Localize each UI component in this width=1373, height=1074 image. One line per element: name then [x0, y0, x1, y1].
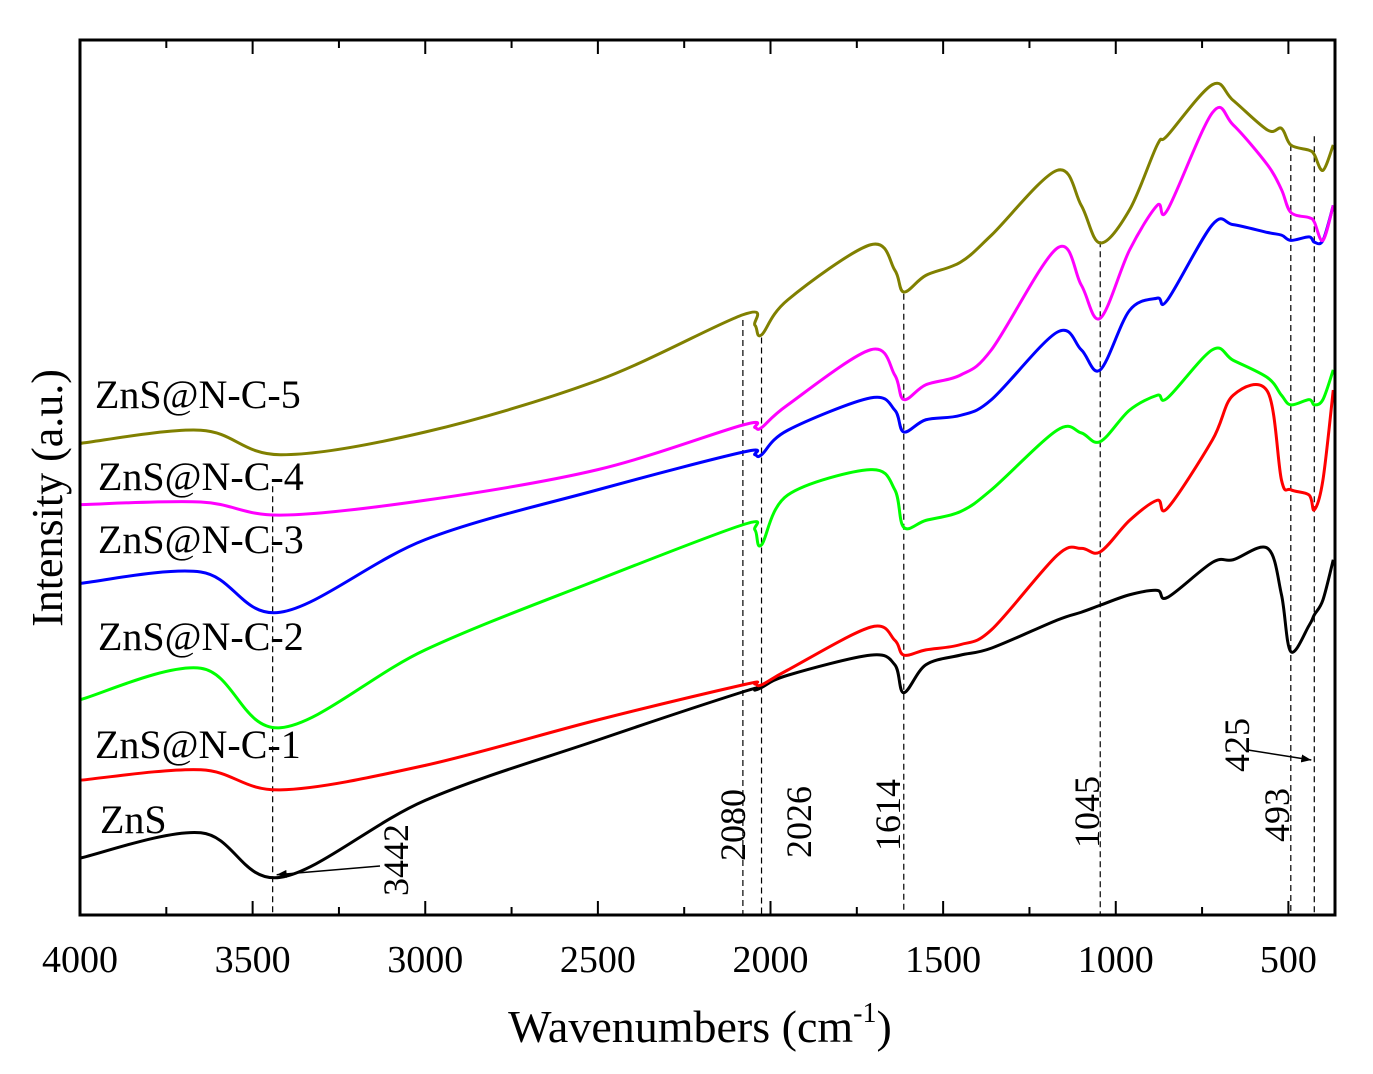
x-tick-labels: 4000 3500 3000 2500 2000 1500 1000 500 — [42, 939, 1317, 981]
x-tick-label: 3500 — [215, 939, 291, 981]
series-line-znsnc3 — [79, 204, 1335, 615]
x-tick-label: 2500 — [560, 939, 636, 981]
series-line-znsnc4 — [79, 105, 1335, 517]
series-line-znsnc5 — [79, 81, 1335, 457]
annotation-label: 493 — [1257, 788, 1297, 842]
x-tick-label: 3000 — [387, 939, 463, 981]
series-label-znsnc4: ZnS@N-C-4 — [98, 454, 304, 499]
x-tick-label: 500 — [1260, 939, 1317, 981]
series-line-zns — [79, 545, 1335, 880]
series-line-znsnc2 — [79, 346, 1335, 730]
y-axis-label: Intensity (a.u.) — [23, 369, 72, 627]
annotation-label: 1045 — [1067, 776, 1107, 848]
series-label-znsnc2: ZnS@N-C-2 — [98, 614, 304, 659]
series-label-znsnc1: ZnS@N-C-1 — [95, 722, 301, 767]
annotation-label: 3442 — [376, 824, 416, 896]
x-tick-label: 4000 — [42, 939, 118, 981]
x-tick-label: 1500 — [905, 939, 981, 981]
series-label-znsnc3: ZnS@N-C-3 — [98, 517, 304, 562]
annotation-label: 1614 — [868, 779, 908, 851]
series-line-znsnc1 — [79, 383, 1335, 792]
x-axis-label: Wavenumbers (cm-1) — [508, 998, 892, 1052]
annotation-arrow — [1247, 749, 1312, 763]
annotation-label: 2026 — [779, 786, 819, 858]
series-label-zns: ZnS — [100, 797, 167, 842]
x-tick-label: 2000 — [733, 939, 809, 981]
annotation-label: 425 — [1217, 718, 1257, 772]
plot-frame — [78, 38, 1337, 917]
annotation-label: 2080 — [713, 789, 753, 861]
series-labels: ZnS ZnS@N-C-1 ZnS@N-C-2 ZnS@N-C-3 ZnS@N-… — [95, 372, 304, 842]
series-lines — [79, 81, 1335, 880]
x-tick-label: 1000 — [1078, 939, 1154, 981]
series-label-znsnc5: ZnS@N-C-5 — [95, 372, 301, 417]
